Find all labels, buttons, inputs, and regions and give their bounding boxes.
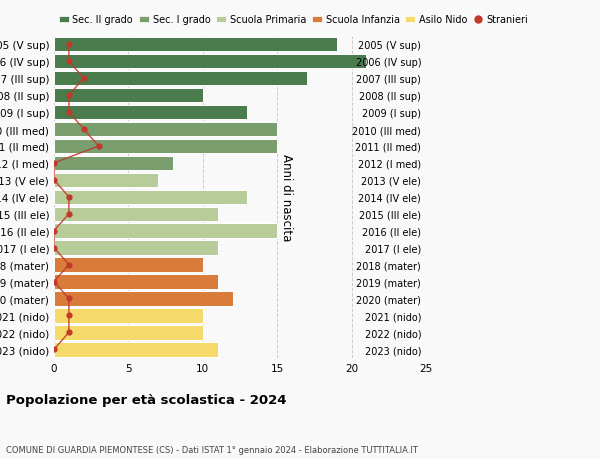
Bar [54, 207, 218, 222]
Text: Popolazione per età scolastica - 2024: Popolazione per età scolastica - 2024 [6, 393, 287, 406]
Bar [54, 342, 218, 357]
Bar [54, 123, 277, 137]
Bar [54, 224, 277, 238]
Text: COMUNE DI GUARDIA PIEMONTESE (CS) - Dati ISTAT 1° gennaio 2024 - Elaborazione TU: COMUNE DI GUARDIA PIEMONTESE (CS) - Dati… [6, 445, 418, 454]
Bar [54, 55, 367, 69]
Bar [54, 275, 218, 289]
Bar [54, 89, 203, 103]
Bar [54, 325, 203, 340]
Bar [54, 308, 203, 323]
Y-axis label: Anni di nascita: Anni di nascita [280, 154, 293, 241]
Bar [54, 173, 158, 188]
Bar [54, 106, 247, 120]
Bar [54, 258, 203, 272]
Bar [54, 140, 277, 154]
Bar [54, 72, 307, 86]
Bar [54, 190, 247, 205]
Legend: Sec. II grado, Sec. I grado, Scuola Primaria, Scuola Infanzia, Asilo Nido, Stran: Sec. II grado, Sec. I grado, Scuola Prim… [59, 16, 529, 25]
Bar [54, 38, 337, 52]
Bar [54, 241, 218, 255]
Bar [54, 291, 233, 306]
Bar [54, 157, 173, 171]
